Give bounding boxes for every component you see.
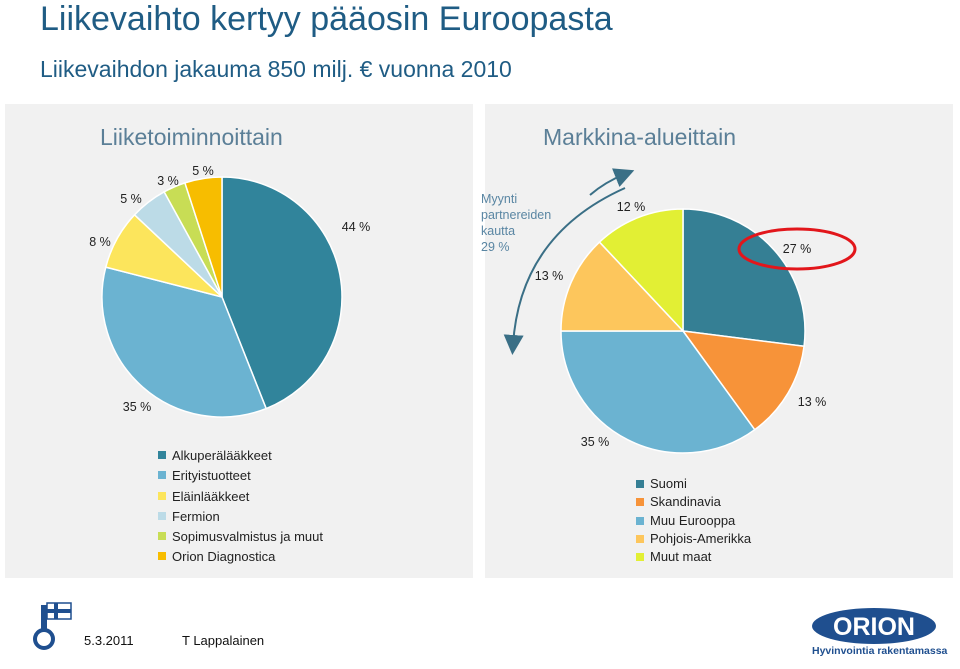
legend-label: Muut maat [650,549,712,565]
legend-item: Skandinavia [636,493,751,511]
legend-item: Muu Eurooppa [636,512,751,530]
legend-item: Fermion [158,507,323,527]
slice-label: 44 % [342,220,371,234]
logo-text: ORION [833,613,915,641]
pie-slice [560,330,756,454]
legend-label: Pohjois-Amerikka [650,530,752,546]
legend-label: Skandinavia [650,494,721,510]
annotation-line: Myynti [481,192,517,206]
legend-label: Alkuperälääkkeet [172,448,272,463]
slice-label: 5 % [120,192,142,206]
legend-label: Eläinlääkkeet [172,488,250,504]
legend-swatch [636,553,644,562]
pie-slice [101,266,268,418]
annotation-line: kautta [481,224,515,238]
legend-label: Erityistuotteet [172,468,251,484]
legend-label: Orion Diagnostica [172,549,276,565]
partner-sales-arrow [503,187,626,355]
market-chart-title: Markkina-alueittain [543,124,737,150]
business-legend: Alkuperälääkkeet Erityistuotteet Eläinlä… [158,446,323,568]
market-pie: 27 % 13 % 35 % 13 % 12 % [535,200,827,454]
pie-slice [681,330,805,431]
slice-label: 3 % [157,174,179,188]
legend-item: Pohjois-Amerikka [636,530,751,548]
footer-author: T Lappalainen [182,633,265,648]
footer-date: 5.3.2011 [84,633,134,648]
pie-slice [221,176,343,410]
legend-item: Orion Diagnostica [158,547,323,567]
slide-subtitle: Liikevaihdon jakauma 850 milj. € vuonna … [40,56,512,82]
pie-slice [598,208,684,333]
business-chart-title: Liiketoiminnoittain [100,124,283,150]
pie-slice [560,241,685,332]
legend-label: Sopimusvalmistus ja muut [172,529,323,545]
pie-slice [682,208,806,348]
slice-label: 27 % [783,242,812,256]
slice-label: 8 % [89,235,111,249]
legend-label: Suomi [650,476,687,491]
legend-item: Muut maat [636,548,751,566]
legend-item: Sopimusvalmistus ja muut [158,527,323,547]
legend-swatch [158,471,166,480]
legend-swatch [158,491,166,500]
legend-swatch [158,552,166,561]
annotation-line: 29 % [481,240,510,254]
legend-swatch [158,451,166,459]
orion-logo: ORION [812,608,936,644]
legend-swatch [158,532,166,541]
slice-label: 13 % [798,395,827,409]
legend-label: Fermion [172,508,220,524]
market-legend: Suomi Skandinavia Muu Eurooppa Pohjois-A… [636,475,751,566]
slice-label: 12 % [617,200,646,214]
legend-swatch [636,516,644,525]
legend-swatch [636,480,644,488]
legend-label: Muu Eurooppa [650,512,736,528]
annotation-line: partnereiden [481,208,551,222]
legend-item: Suomi [636,475,751,493]
slice-label: 13 % [535,269,564,283]
legend-swatch [636,498,644,507]
partner-sales-arrow-tip [589,168,635,196]
slice-label: 35 % [123,400,152,414]
logo-tagline: Hyvinvointia rakentamassa [812,645,948,657]
slice-label: 5 % [192,164,214,178]
slice-label: 35 % [581,435,610,449]
legend-swatch [158,511,166,520]
legend-item: Eläinlääkkeet [158,487,323,507]
legend-item: Erityistuotteet [158,466,323,486]
business-pie: 44 % 35 % 8 % 5 % 3 % 5 % [89,164,371,418]
slide-title: Liikevaihto kertyy pääosin Euroopasta [40,0,613,38]
legend-swatch [636,534,644,543]
highlight-ellipse [737,227,857,271]
pie-slice [183,176,223,298]
legend-item: Alkuperälääkkeet [158,446,323,466]
key-flag-icon [33,602,72,650]
